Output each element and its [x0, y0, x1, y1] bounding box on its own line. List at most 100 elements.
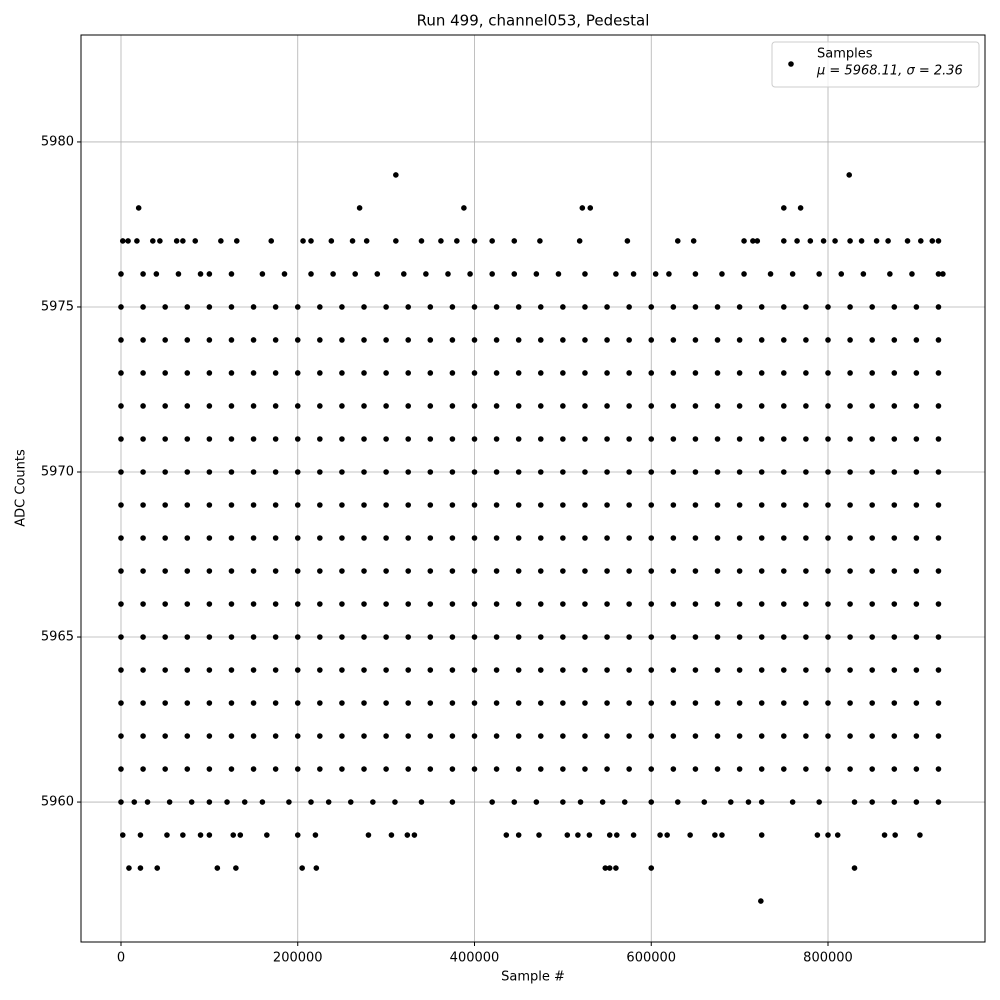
- point: [847, 436, 853, 442]
- point: [935, 634, 942, 640]
- point: [604, 667, 610, 673]
- point: [144, 799, 151, 805]
- point: [692, 304, 699, 310]
- point: [515, 403, 522, 409]
- point: [913, 667, 920, 673]
- point: [869, 337, 875, 343]
- point: [250, 370, 257, 376]
- point: [582, 370, 588, 376]
- point: [250, 568, 257, 574]
- point: [471, 403, 478, 409]
- point: [118, 304, 124, 310]
- point: [582, 601, 588, 607]
- point: [807, 238, 814, 244]
- point: [162, 403, 168, 409]
- point: [670, 700, 677, 706]
- point: [626, 304, 632, 310]
- point: [405, 502, 412, 508]
- point: [758, 634, 765, 640]
- point: [471, 601, 478, 607]
- point: [250, 634, 257, 640]
- point: [789, 799, 796, 805]
- point: [294, 634, 301, 640]
- point: [885, 238, 891, 244]
- point: [533, 271, 540, 277]
- point: [935, 568, 942, 574]
- point: [869, 766, 875, 772]
- point: [575, 832, 581, 838]
- point: [259, 799, 266, 805]
- point: [405, 667, 412, 673]
- point: [449, 304, 456, 310]
- point: [758, 898, 764, 904]
- point: [613, 271, 619, 277]
- point: [670, 436, 677, 442]
- point: [536, 832, 542, 838]
- point: [825, 469, 831, 475]
- point: [471, 700, 478, 706]
- point: [411, 832, 418, 838]
- point: [405, 700, 412, 706]
- point: [272, 469, 279, 475]
- point: [184, 634, 191, 640]
- point: [180, 832, 186, 838]
- point: [228, 271, 235, 277]
- point: [582, 337, 588, 343]
- point: [339, 766, 345, 772]
- point: [157, 238, 163, 244]
- x-axis-label: Sample #: [501, 970, 565, 985]
- point: [370, 799, 376, 805]
- point: [758, 700, 765, 706]
- point: [427, 766, 434, 772]
- point: [206, 766, 213, 772]
- point: [427, 337, 434, 343]
- point: [233, 865, 239, 871]
- point: [162, 436, 168, 442]
- point: [339, 436, 345, 442]
- point: [935, 700, 942, 706]
- point: [847, 700, 853, 706]
- point: [670, 733, 677, 739]
- point: [891, 370, 898, 376]
- point: [851, 865, 858, 871]
- point: [690, 238, 697, 244]
- point: [140, 337, 146, 343]
- point: [736, 667, 743, 673]
- point: [891, 667, 898, 673]
- point: [891, 733, 898, 739]
- point: [317, 766, 323, 772]
- point: [560, 733, 566, 739]
- point: [118, 370, 124, 376]
- point: [626, 634, 632, 640]
- point: [670, 667, 677, 673]
- point: [197, 832, 204, 838]
- point: [228, 700, 235, 706]
- point: [537, 667, 544, 673]
- point: [317, 502, 323, 508]
- point: [604, 601, 610, 607]
- point: [206, 502, 213, 508]
- point: [224, 799, 230, 805]
- point: [317, 667, 323, 673]
- point: [781, 700, 787, 706]
- point: [604, 535, 610, 541]
- point: [361, 535, 367, 541]
- point: [493, 436, 500, 442]
- point: [317, 469, 323, 475]
- point: [820, 238, 827, 244]
- point: [294, 403, 301, 409]
- point: [383, 601, 389, 607]
- point: [361, 568, 367, 574]
- point: [393, 172, 399, 178]
- point: [325, 799, 332, 805]
- point: [454, 238, 460, 244]
- point: [383, 700, 389, 706]
- point: [825, 403, 831, 409]
- point: [471, 766, 478, 772]
- point: [913, 700, 920, 706]
- point: [317, 304, 323, 310]
- y-tick-label: 5975: [41, 299, 74, 314]
- point: [648, 436, 655, 442]
